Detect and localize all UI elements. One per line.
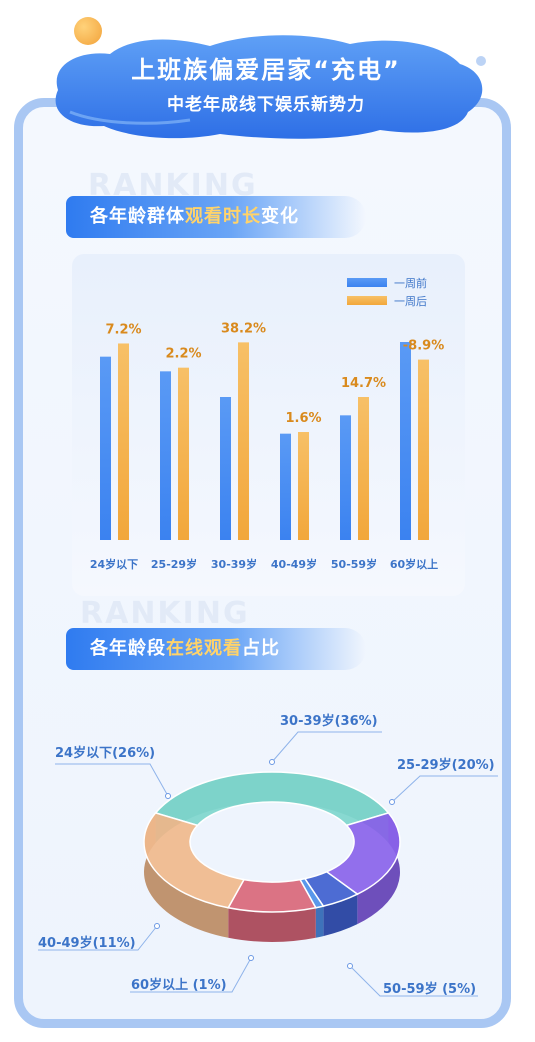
orange-dot-decoration (74, 17, 102, 45)
header-banner: 上班族偏爱居家“充电” 中老年成线下娱乐新势力 (40, 28, 492, 140)
x-tick-label: 24岁以下 (90, 557, 138, 571)
x-tick-label: 40-49岁 (271, 557, 317, 571)
section-title-online-share: 各年龄段在线观看占比 (66, 628, 366, 670)
bar-data-label: 38.2% (221, 321, 266, 336)
bar-data-label: 14.7% (341, 376, 386, 391)
section-title-highlight: 观看时长 (185, 206, 261, 227)
donut-label-60plus: 60岁以上 (1%) (131, 978, 227, 993)
banner-title: 上班族偏爱居家“充电” (131, 56, 401, 84)
x-tick-label: 30-39岁 (211, 557, 257, 571)
blue-dot-decoration (476, 56, 486, 66)
bar-after (358, 397, 369, 540)
donut-label-25-29: 25-29岁(20%) (397, 758, 495, 773)
section-title-watch-time: 各年龄群体观看时长变化 (66, 196, 366, 238)
bar-before (280, 433, 291, 540)
bar-chart-panel: 一周前一周后 7.2% 24岁以下 2.2% 25-29岁 38.2% 30-39岁 1.6%… (72, 254, 465, 596)
bar-data-label: 1.6% (285, 411, 321, 426)
legend-swatch (347, 296, 387, 305)
legend-label: 一周前 (394, 276, 427, 290)
legend-swatch (347, 278, 387, 287)
x-tick-label: 50-59岁 (331, 557, 377, 571)
section-title-highlight: 在线观看 (166, 638, 242, 659)
bar-after (298, 432, 309, 540)
bar-after (238, 342, 249, 540)
bar-before (340, 415, 351, 540)
banner-cloud-shape (55, 35, 483, 139)
legend-label: 一周后 (394, 295, 427, 308)
bar-before (400, 342, 411, 540)
x-tick-label: 60岁以上 (390, 557, 438, 571)
donut-label-50-59: 50-59岁 (5%) (383, 982, 477, 997)
ranking-watermark: RANKING (80, 596, 250, 631)
bar-after (118, 343, 129, 540)
donut-label-under-24: 24岁以下(26%) (55, 746, 156, 761)
bar-data-label: 7.2% (105, 322, 141, 337)
section-title-part: 变化 (261, 206, 299, 227)
bar-before (100, 356, 111, 540)
bar-data-label: 2.2% (165, 347, 201, 362)
bar-after (418, 359, 429, 540)
x-tick-label: 25-29岁 (151, 557, 197, 571)
bar-after (178, 367, 189, 540)
section-title-part: 各年龄段 (90, 638, 166, 659)
bar-before (160, 371, 171, 540)
bar-before (220, 397, 231, 540)
section-title-part: 各年龄群体 (90, 206, 185, 227)
donut-label-30-39: 30-39岁(36%) (280, 714, 378, 729)
donut-label-40-49: 40-49岁(11%) (38, 936, 136, 951)
bar-data-label: -8.9% (403, 339, 444, 354)
banner-subtitle: 中老年成线下娱乐新势力 (167, 95, 365, 115)
section-title-part: 占比 (242, 638, 280, 659)
